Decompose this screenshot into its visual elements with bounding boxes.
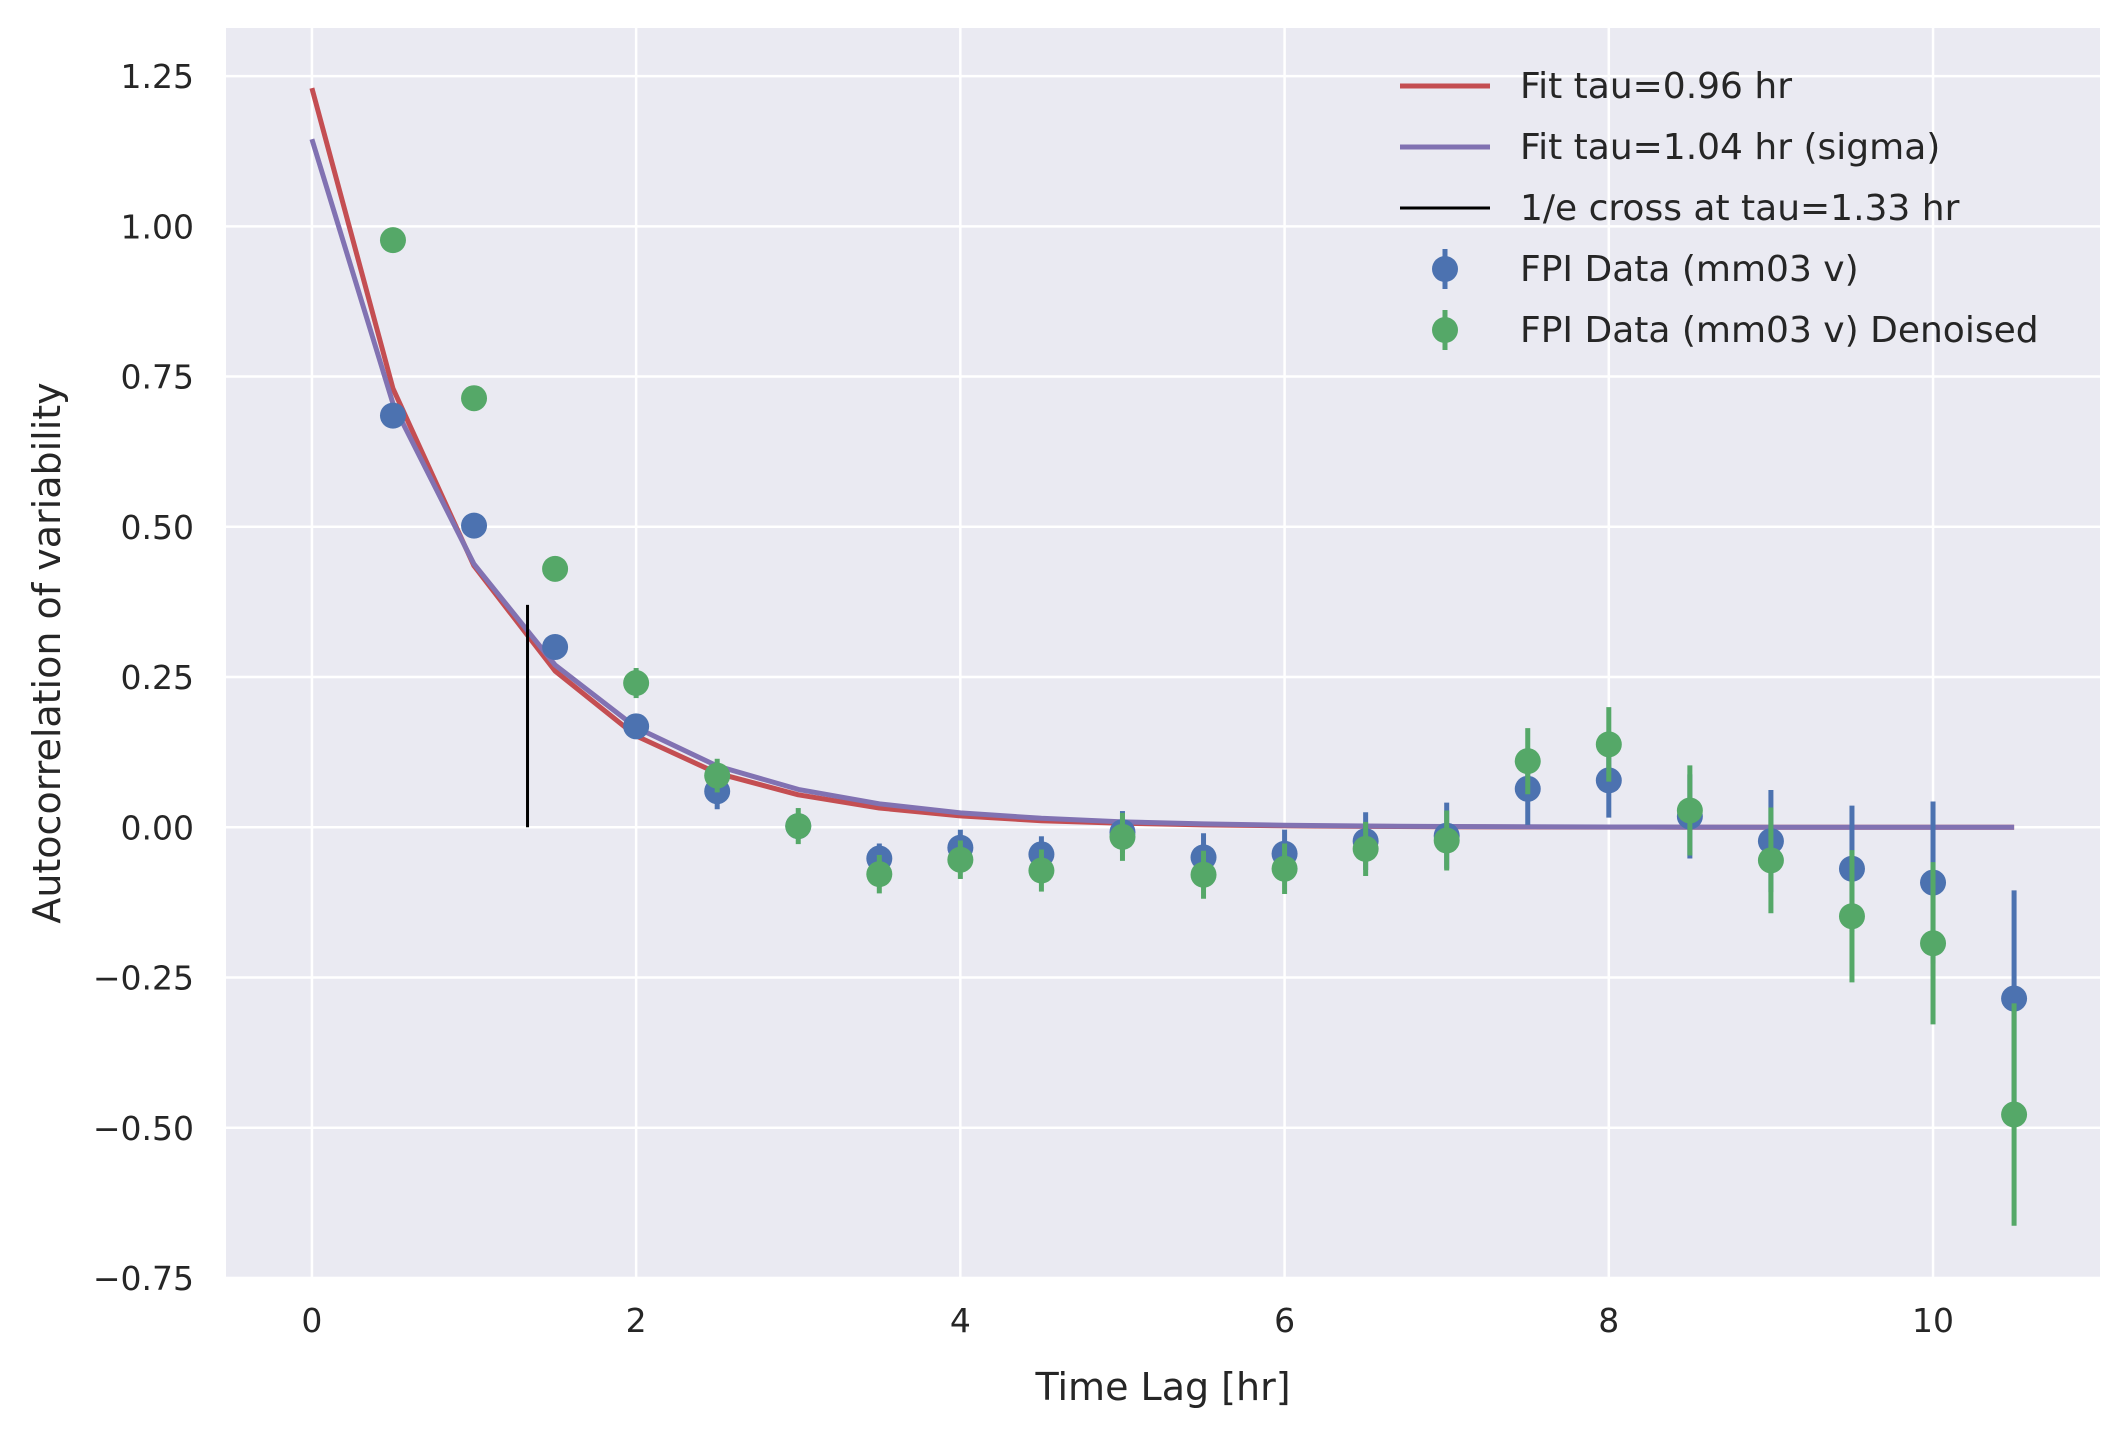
data-point bbox=[623, 670, 650, 697]
data-point bbox=[2001, 985, 2028, 1012]
y-tick-label: 0.00 bbox=[121, 808, 194, 847]
data-point bbox=[623, 713, 650, 740]
data-point bbox=[1190, 861, 1217, 888]
legend-label: FPI Data (mm03 v) bbox=[1520, 249, 1859, 290]
data-point bbox=[461, 512, 488, 539]
data-point bbox=[379, 227, 406, 254]
data-point bbox=[704, 762, 731, 789]
legend-label: FPI Data (mm03 v) Denoised bbox=[1520, 310, 2039, 351]
data-point bbox=[1109, 823, 1136, 850]
x-tick-label: 8 bbox=[1598, 1301, 1619, 1340]
x-tick-labels: 0 2 4 6 8 10 bbox=[301, 1301, 1954, 1340]
y-tick-label: 1.25 bbox=[121, 57, 194, 96]
fit-line bbox=[309, 138, 2015, 830]
legend-label: Fit tau=0.96 hr bbox=[1520, 66, 1792, 107]
data-point bbox=[379, 402, 406, 429]
data-point bbox=[1595, 731, 1622, 758]
data-point bbox=[1838, 903, 1865, 930]
x-tick-label: 2 bbox=[626, 1301, 647, 1340]
x-axis-label: Time Lag [hr] bbox=[1034, 1365, 1290, 1409]
data-point bbox=[947, 846, 974, 873]
y-tick-labels: −0.75 −0.50 −0.25 0.00 0.25 0.50 0.75 1.00 1.25 bbox=[93, 57, 194, 1298]
y-tick-label: −0.25 bbox=[93, 959, 194, 998]
data-point bbox=[1676, 797, 1703, 824]
y-tick-label: 1.00 bbox=[121, 207, 194, 246]
legend-label: 1/e cross at tau=1.33 hr bbox=[1520, 188, 1960, 229]
data-point bbox=[1352, 835, 1379, 862]
y-tick-label: −0.50 bbox=[93, 1109, 194, 1148]
legend-label: Fit tau=1.04 hr (sigma) bbox=[1520, 127, 1940, 168]
fit-lines bbox=[309, 87, 2015, 830]
data-point bbox=[1757, 847, 1784, 874]
data-point bbox=[542, 633, 569, 660]
data-series bbox=[379, 227, 2028, 1226]
legend: Fit tau=0.96 hr Fit tau=1.04 hr (sigma) 1/… bbox=[1400, 66, 2039, 351]
x-tick-label: 0 bbox=[301, 1301, 322, 1340]
y-tick-label: 0.50 bbox=[121, 508, 194, 547]
data-point bbox=[1433, 827, 1460, 854]
data-point bbox=[1028, 857, 1055, 884]
y-tick-label: −0.75 bbox=[93, 1259, 194, 1298]
data-point bbox=[542, 555, 569, 582]
y-tick-label: 0.75 bbox=[121, 358, 194, 397]
legend-marker bbox=[1432, 256, 1458, 282]
x-tick-label: 10 bbox=[1912, 1301, 1954, 1340]
legend-marker bbox=[1432, 317, 1458, 343]
x-tick-label: 6 bbox=[1274, 1301, 1295, 1340]
y-tick-label: 0.25 bbox=[121, 658, 194, 697]
data-point bbox=[1514, 748, 1541, 775]
data-point bbox=[1271, 855, 1298, 882]
data-point bbox=[461, 385, 488, 412]
data-point bbox=[866, 861, 893, 888]
data-point bbox=[1920, 930, 1947, 957]
x-tick-label: 4 bbox=[950, 1301, 971, 1340]
data-point bbox=[785, 813, 812, 840]
data-point bbox=[2001, 1101, 2028, 1128]
y-axis-label: Autocorrelation of variability bbox=[25, 382, 69, 923]
